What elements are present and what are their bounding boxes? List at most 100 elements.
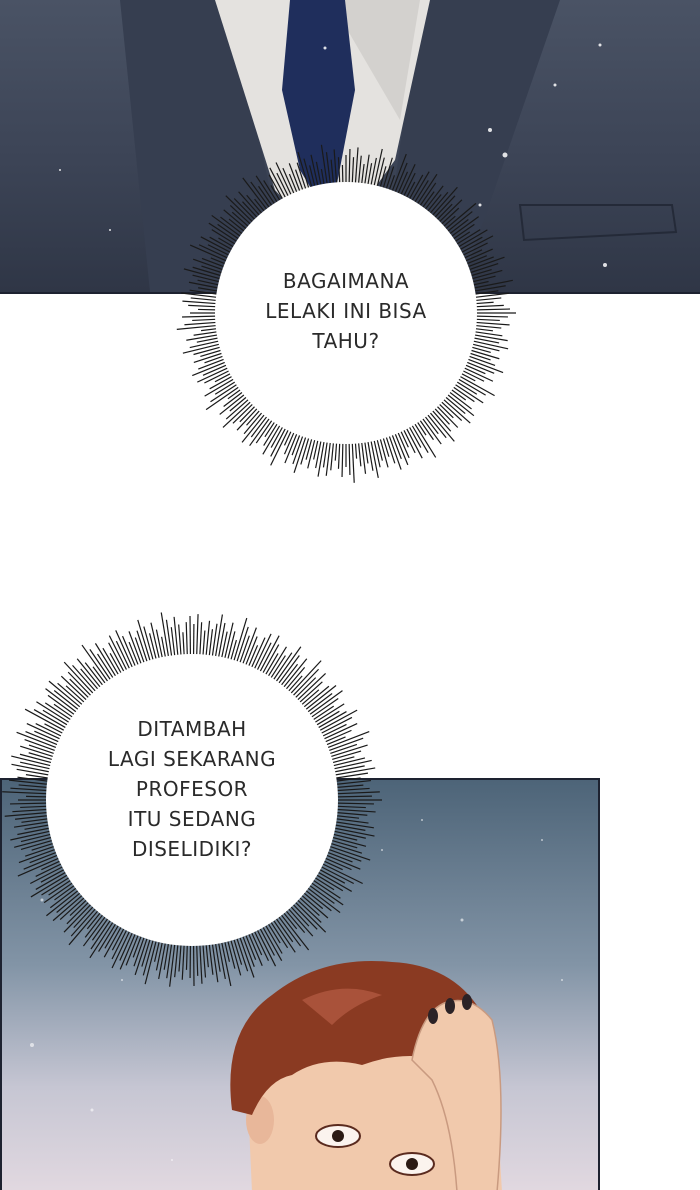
burst-spike bbox=[354, 147, 359, 189]
burst-spike bbox=[240, 627, 257, 670]
burst-spike bbox=[269, 167, 289, 203]
burst-spike bbox=[293, 673, 326, 705]
speech-line: DISELIDIKI? bbox=[131, 837, 253, 861]
burst-spike bbox=[304, 690, 343, 719]
burst-spike bbox=[313, 711, 347, 731]
character-illustration bbox=[30, 819, 563, 1190]
burst-spike bbox=[67, 671, 96, 700]
burst-spike bbox=[327, 835, 367, 847]
burst-spike bbox=[251, 633, 272, 674]
burst-spike bbox=[45, 688, 81, 716]
burst-spike bbox=[331, 802, 374, 805]
burst-spike bbox=[166, 938, 173, 979]
burst-spike bbox=[46, 886, 83, 917]
burst-spike bbox=[316, 863, 354, 885]
burst-spike bbox=[469, 285, 506, 293]
burst-spike bbox=[181, 292, 222, 299]
burst-spike bbox=[48, 680, 85, 711]
burst-spike bbox=[351, 437, 355, 483]
burst-spike bbox=[217, 622, 226, 663]
burst-spike bbox=[10, 802, 53, 805]
burst-spike bbox=[323, 737, 364, 753]
burst-spike bbox=[325, 437, 332, 476]
burst-spike bbox=[115, 640, 133, 674]
burst-spike bbox=[20, 745, 59, 759]
burst-spike bbox=[189, 244, 232, 264]
burst-spike bbox=[217, 937, 226, 980]
burst-spike bbox=[270, 652, 293, 685]
burst-spike bbox=[13, 820, 54, 828]
burst-spike bbox=[208, 222, 242, 246]
burst-spike bbox=[348, 437, 351, 475]
burst-spike bbox=[470, 308, 510, 311]
burst-spike bbox=[94, 643, 120, 682]
burst-spike bbox=[108, 642, 127, 677]
burst-spike bbox=[470, 321, 510, 326]
burst-spike bbox=[185, 622, 189, 661]
burst-spike bbox=[392, 162, 408, 198]
jacket-pocket bbox=[518, 204, 678, 242]
burst-spike bbox=[324, 844, 371, 861]
burst-spike bbox=[330, 772, 369, 780]
burst-spike bbox=[111, 924, 130, 960]
burst-spike bbox=[11, 755, 57, 768]
hand bbox=[411, 999, 502, 1190]
burst-spike bbox=[262, 920, 283, 954]
burst-spike bbox=[450, 380, 484, 404]
burst-spike bbox=[47, 694, 80, 719]
burst-spike bbox=[137, 619, 153, 667]
burst-spike bbox=[398, 164, 416, 200]
burst-spike bbox=[234, 932, 249, 972]
burst-spike bbox=[150, 622, 162, 664]
burst-spike bbox=[246, 928, 263, 966]
burst-spike bbox=[254, 924, 277, 967]
burst-spike bbox=[348, 149, 351, 189]
burst-spike bbox=[413, 173, 438, 209]
burst-spike bbox=[204, 375, 239, 397]
speech-line: LAGI SEKARANG bbox=[107, 747, 277, 771]
burst-spike bbox=[89, 649, 114, 685]
burst-spike bbox=[121, 635, 138, 672]
burst-spike bbox=[76, 658, 105, 692]
burst-spike bbox=[248, 637, 266, 673]
burst-spike bbox=[325, 841, 363, 854]
burst-spike bbox=[176, 324, 222, 331]
burst-spike bbox=[20, 832, 57, 843]
burst-spike bbox=[297, 151, 311, 194]
burst-spike bbox=[372, 148, 383, 192]
burst-spike bbox=[331, 795, 372, 798]
burst-spike bbox=[453, 375, 486, 396]
burst-spike bbox=[327, 757, 366, 768]
burst-spike bbox=[443, 211, 473, 236]
burst-spike bbox=[467, 339, 509, 350]
burst-spike bbox=[2, 791, 53, 795]
burst-spike bbox=[214, 614, 224, 662]
burst-spike bbox=[275, 655, 300, 688]
burst-spike bbox=[90, 915, 114, 950]
burst-spike bbox=[426, 408, 455, 442]
fingernails bbox=[428, 994, 472, 1024]
burst-spike bbox=[275, 912, 302, 947]
burst-spike bbox=[81, 644, 112, 687]
burst-spike bbox=[288, 668, 320, 700]
burst-spike bbox=[205, 383, 244, 411]
burst-spike bbox=[220, 936, 232, 987]
burst-spike bbox=[328, 829, 366, 839]
burst-spike bbox=[160, 612, 170, 662]
burst-spike bbox=[134, 932, 150, 976]
burst-spike bbox=[20, 838, 58, 851]
speech-line: BAGAIMANA bbox=[282, 269, 410, 293]
burst-spike bbox=[275, 162, 294, 200]
burst-spike bbox=[9, 779, 53, 786]
burst-spike bbox=[466, 269, 503, 281]
burst-spike bbox=[259, 921, 283, 961]
burst-spike bbox=[24, 708, 70, 734]
burst-spike bbox=[329, 826, 375, 837]
speech-bubble-text-1: BAGAIMANA LELAKI INI BISA TAHU? bbox=[236, 266, 456, 356]
burst-spike bbox=[469, 333, 508, 342]
burst-spike bbox=[60, 675, 91, 705]
burst-spike bbox=[142, 934, 156, 976]
burst-spike bbox=[301, 886, 332, 912]
speech-line: ITU SEDANG bbox=[127, 807, 257, 831]
burst-spike bbox=[392, 428, 409, 466]
